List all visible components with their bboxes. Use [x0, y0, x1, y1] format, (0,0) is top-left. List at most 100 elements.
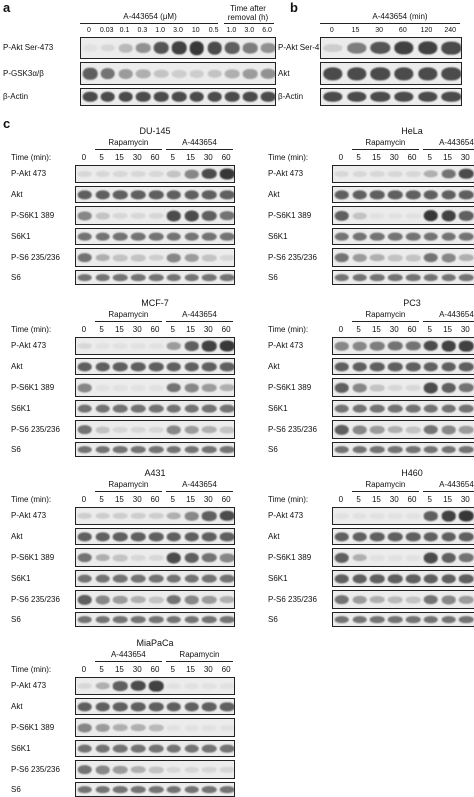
time-lane-label: 5 [99, 153, 104, 162]
row-label: Akt [268, 189, 280, 199]
cell-line-blot-band [441, 340, 456, 352]
cell-line-blot [75, 420, 235, 439]
cell-line-blot-band [334, 573, 350, 584]
cell-line-blot-band [405, 273, 421, 282]
cell-line-blot [332, 206, 474, 225]
cell-line-blot-band [202, 210, 217, 221]
cell-line-blot-band [387, 273, 403, 282]
cell-line-blot-band [352, 615, 367, 624]
cell-line-blot-band [387, 513, 403, 519]
row-label: S6 [11, 444, 21, 454]
time-lane-label: 60 [150, 325, 160, 334]
cell-line-blot-band [334, 273, 350, 282]
cell-line-blot [332, 420, 474, 439]
time-lane-label: 30 [203, 153, 213, 162]
cell-line-blot-band [352, 361, 367, 372]
cell-line-blot-band [219, 574, 234, 583]
cell-line-blot-band [184, 382, 199, 393]
cell-line-blot-band [441, 232, 456, 241]
row-label: S6K1 [268, 231, 288, 241]
cell-line-title: H460 [401, 468, 423, 478]
time-lane-label: 60 [221, 665, 231, 674]
panel-b-row-label: Akt [278, 68, 290, 78]
panel-b-blot-band [346, 91, 367, 103]
panel-a-blot-band [260, 91, 275, 103]
panel-b-blot-band [441, 66, 461, 81]
cell-line-blot-band [370, 404, 385, 413]
time-lane-label: 15 [443, 153, 452, 162]
cell-line-blot-band [219, 254, 234, 261]
cell-line-blot [75, 400, 235, 417]
cell-line-blot-band [352, 189, 367, 200]
cell-line-blot-band [370, 554, 385, 561]
cell-line-blot-band [459, 531, 474, 542]
panel-a-row-label: P-GSK3α/β [3, 68, 44, 78]
panel-a-blot-band [189, 91, 205, 103]
cell-line-blot-band [334, 404, 350, 413]
cell-line-blot-band [423, 209, 439, 222]
cell-line-blot-band [95, 425, 110, 434]
cell-line-blot-band [219, 404, 234, 413]
cell-line-blot-band [148, 574, 164, 583]
cell-line-blot [332, 507, 474, 525]
cell-line-blot-band [202, 552, 217, 563]
cell-line-blot-band [219, 232, 234, 241]
cell-line-blot-band [148, 426, 164, 433]
panel-a-blot-band [189, 41, 205, 55]
cell-line-blot-band [219, 701, 234, 712]
time-lane-label: 0 [81, 665, 87, 674]
time-lane-label: 30 [132, 325, 142, 334]
row-label: S6 [268, 272, 278, 282]
row-label: P-S6K1 389 [11, 552, 55, 562]
cell-line-blot-band [184, 615, 199, 624]
cell-line-blot-band [334, 513, 350, 519]
time-lane-label: 30 [203, 665, 213, 674]
cell-line-blot-band [334, 341, 350, 351]
time-lane-label: 5 [356, 495, 361, 504]
panel-b-bracket [320, 23, 460, 24]
cell-line-blot-band [441, 552, 456, 563]
panel-b-blot [320, 88, 462, 106]
panel-b-blot-band [323, 44, 343, 52]
cell-line-blot-band [77, 445, 93, 454]
cell-line-blot-band [130, 404, 146, 413]
row-label: P-Akt 473 [11, 169, 47, 178]
cell-line-blot-band [184, 189, 199, 200]
group-bracket-2 [422, 491, 474, 492]
cell-line-blot-band [423, 424, 439, 435]
cell-line-blot [75, 782, 235, 797]
time-lane-label: 30 [132, 665, 142, 674]
cell-line-blot-band [184, 766, 199, 773]
cell-line-blot-band [405, 189, 421, 200]
cell-line-blot-band [184, 683, 199, 689]
cell-line-blot-band [184, 341, 199, 351]
time-lane-label: 0 [338, 495, 344, 504]
cell-line-blot-band [219, 383, 234, 392]
cell-line-blot-band [334, 594, 350, 605]
panel-a-blot-band [171, 91, 187, 103]
cell-line-blot-band [148, 273, 164, 282]
panel-a-drug-label: A-443654 (μM) [123, 12, 177, 21]
group-label-2: A-443654 [182, 480, 217, 489]
row-label: P-S6K1 389 [268, 552, 312, 562]
cell-line-title: DU-145 [139, 126, 171, 136]
cell-line-blot-band [202, 383, 217, 392]
cell-line-blot-band [77, 531, 93, 542]
cell-line-blot-band [113, 765, 128, 774]
panel-a-blot-band [207, 69, 222, 78]
cell-line-blot-band [459, 210, 474, 221]
panel-a-blot-band [153, 91, 169, 103]
cell-line-blot-band [387, 404, 403, 413]
cell-line-blot-band [166, 232, 182, 241]
cell-line-blot-band [113, 232, 128, 241]
panel-a-blot-band [100, 91, 116, 103]
panel-a-blot-band [153, 41, 169, 55]
cell-line-blot-band [219, 785, 234, 794]
time-lane-label: 60 [407, 495, 417, 504]
cell-line-blot-band [387, 253, 403, 262]
cell-line-blot-band [352, 573, 367, 584]
cell-line-blot-band [387, 615, 403, 624]
cell-line-blot-band [130, 384, 146, 391]
time-lane-label: 5 [170, 665, 175, 674]
cell-line-blot-band [352, 404, 367, 413]
